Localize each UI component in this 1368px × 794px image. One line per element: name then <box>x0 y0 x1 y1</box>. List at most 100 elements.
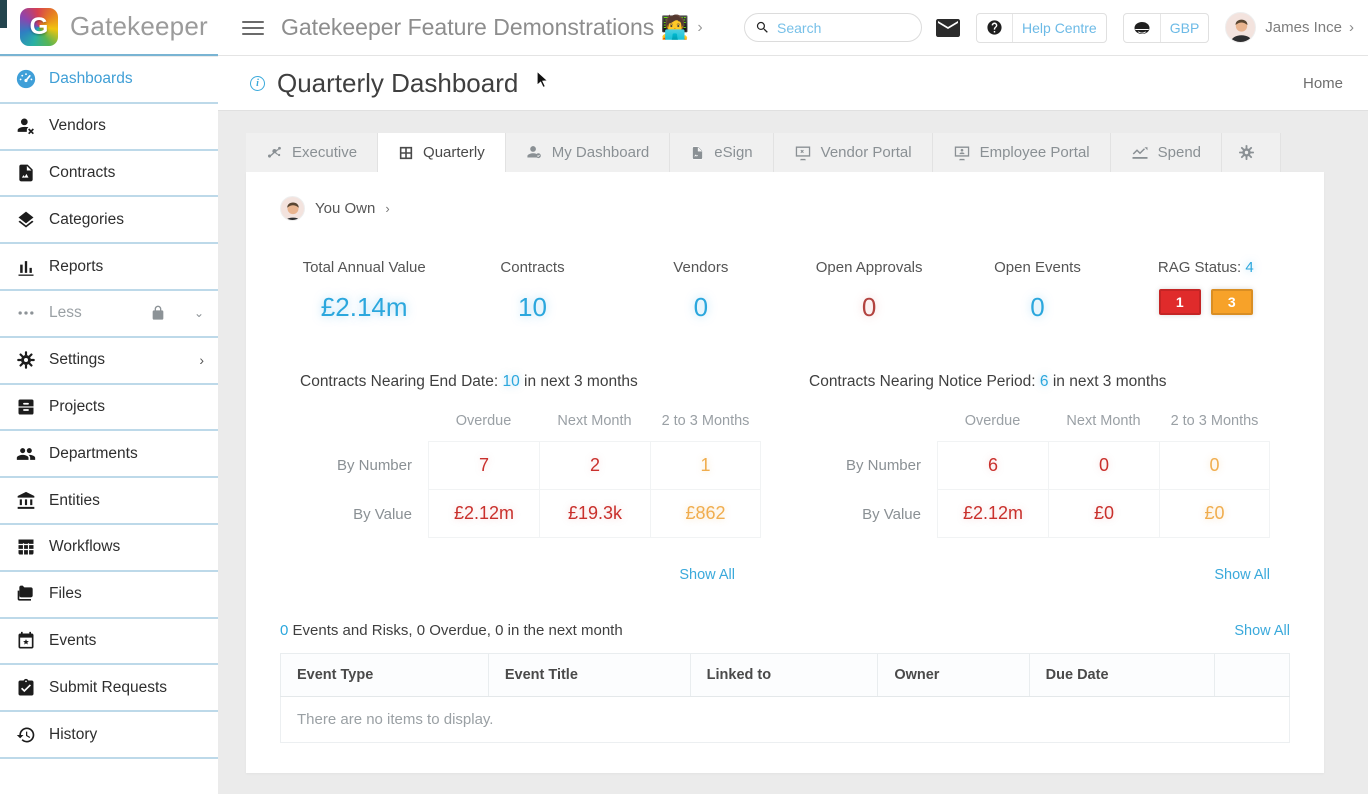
sidebar-item-label: Entities <box>49 491 100 509</box>
stat-vendors[interactable]: Vendors 0 <box>617 259 785 323</box>
mail-icon[interactable] <box>936 18 961 37</box>
section-title: Contracts Nearing Notice Period: 6 in ne… <box>809 373 1167 390</box>
rag-count: 4 <box>1245 259 1254 276</box>
empty-message: There are no items to display. <box>280 696 1290 743</box>
mini-cell[interactable]: 6 <box>937 441 1048 490</box>
tab-label: My Dashboard <box>551 144 650 161</box>
chevron-right-icon[interactable]: › <box>697 18 703 36</box>
dashboard-tabs: Executive Quarterly My Dashboard eSign V… <box>246 133 1324 172</box>
sidebar-item-reports[interactable]: Reports <box>0 244 218 291</box>
section-count[interactable]: 10 <box>502 373 520 390</box>
currency-label[interactable]: GBP <box>1169 19 1200 36</box>
mini-cell[interactable]: 0 <box>1159 441 1270 490</box>
rag-amber-badge[interactable]: 3 <box>1210 289 1253 315</box>
help-icon[interactable] <box>977 14 1012 42</box>
tab-label: Vendor Portal <box>820 144 912 161</box>
drawer-icon <box>18 399 34 415</box>
column-header[interactable]: Due Date <box>1028 653 1216 697</box>
home-link[interactable]: Home <box>1302 74 1343 92</box>
gear-icon <box>1239 145 1254 160</box>
events-count[interactable]: 0 <box>280 622 289 639</box>
help-centre-group[interactable]: Help Centre <box>976 12 1107 43</box>
rag-red-badge[interactable]: 1 <box>1158 289 1201 315</box>
user-name[interactable]: James Ince <box>1265 19 1342 36</box>
stat-rag-status[interactable]: RAG Status: 4 1 3 <box>1122 259 1290 323</box>
sidebar-item-vendors[interactable]: Vendors <box>0 104 218 151</box>
column-header[interactable]: Linked to <box>689 653 879 697</box>
show-all-link[interactable]: Show All <box>1234 622 1290 639</box>
chevron-right-icon[interactable]: › <box>1349 19 1354 36</box>
mini-col-header: Next Month <box>1066 413 1141 429</box>
tab-employee-portal[interactable]: Employee Portal <box>932 133 1111 172</box>
network-icon <box>267 146 281 158</box>
show-all-link[interactable]: Show All <box>1214 567 1270 583</box>
column-header[interactable]: Owner <box>877 653 1030 697</box>
events-table: Event Type Event Title Linked to Owner D… <box>280 653 1290 743</box>
sidebar-item-categories[interactable]: Categories <box>0 197 218 245</box>
tab-executive[interactable]: Executive <box>246 133 379 172</box>
mini-cell[interactable]: 2 <box>539 441 650 490</box>
mini-cell[interactable]: £19.3k <box>539 490 650 538</box>
stat-open-events[interactable]: Open Events 0 <box>953 259 1121 323</box>
mini-cell[interactable]: £862 <box>650 490 761 538</box>
show-all-link[interactable]: Show All <box>679 567 735 583</box>
tab-label: Spend <box>1157 144 1201 161</box>
help-centre-label[interactable]: Help Centre <box>1022 19 1097 36</box>
tab-quarterly[interactable]: Quarterly <box>378 133 506 172</box>
column-header[interactable]: Event Title <box>487 653 691 697</box>
currency-group[interactable]: GBP <box>1122 12 1210 43</box>
search-input[interactable] <box>777 19 908 36</box>
mini-cell[interactable]: 1 <box>650 441 761 490</box>
info-icon[interactable]: i <box>250 75 265 91</box>
sidebar-item-files[interactable]: Files <box>0 572 218 619</box>
sidebar-item-label: Categories <box>49 210 124 228</box>
stat-open-approvals[interactable]: Open Approvals 0 <box>785 259 953 323</box>
mini-cell[interactable]: £0 <box>1048 490 1159 538</box>
sidebar-item-projects[interactable]: Projects <box>0 385 218 432</box>
top-bar: Gatekeeper Gatekeeper Feature Demonstrat… <box>0 0 1368 56</box>
stat-contracts[interactable]: Contracts 10 <box>448 259 616 323</box>
tab-settings-gear[interactable] <box>1222 133 1281 172</box>
mini-cell[interactable]: £2.12m <box>428 490 539 538</box>
tab-esign[interactable]: eSign <box>670 133 774 172</box>
sidebar-item-submit-requests[interactable]: Submit Requests <box>0 665 218 713</box>
brand-logo[interactable]: Gatekeeper <box>0 0 218 56</box>
mini-cell[interactable]: 0 <box>1048 441 1159 490</box>
gatekeeper-logo-icon <box>20 7 58 46</box>
sidebar-item-dashboards[interactable]: Dashboards <box>0 57 218 104</box>
tab-label: Executive <box>292 144 358 161</box>
sidebar-item-less[interactable]: Less ⌄ <box>0 291 218 338</box>
ellipsis-icon <box>18 311 34 316</box>
sidebar-item-events[interactable]: Events <box>0 619 218 666</box>
sidebar-item-departments[interactable]: Departments <box>0 431 218 479</box>
sidebar-item-entities[interactable]: Entities <box>0 478 218 525</box>
column-header <box>1214 653 1290 697</box>
menu-hamburger-icon[interactable] <box>242 17 264 39</box>
stat-total-annual-value[interactable]: Total Annual Value £2.14m <box>280 259 448 323</box>
section-count[interactable]: 6 <box>1039 373 1049 390</box>
sidebar-item-label: Reports <box>49 257 104 275</box>
sidebar-item-contracts[interactable]: Contracts <box>0 151 218 198</box>
mini-table: Overdue Next Month 2 to 3 Months By Numb… <box>809 413 1270 538</box>
sidebar-item-settings[interactable]: Settings › <box>0 338 218 385</box>
sidebar-item-history[interactable]: History <box>0 712 218 759</box>
section-title: Contracts Nearing End Date: 10 in next 3… <box>300 373 638 390</box>
dashboard-panel: You Own › Total Annual Value £2.14m Cont… <box>246 172 1324 773</box>
column-header[interactable]: Event Type <box>280 653 489 697</box>
mini-cell[interactable]: 7 <box>428 441 539 490</box>
sidebar-item-workflows[interactable]: Workflows <box>0 525 218 572</box>
mini-cell[interactable]: £2.12m <box>937 490 1048 538</box>
mini-cell[interactable]: £0 <box>1159 490 1270 538</box>
workspace-title[interactable]: Gatekeeper Feature Demonstrations 🧑‍💻 <box>281 14 690 40</box>
tab-vendor-portal[interactable]: Vendor Portal <box>773 133 933 172</box>
search-box[interactable] <box>744 13 923 42</box>
sidebar-item-label: Workflows <box>49 538 121 556</box>
tab-spend[interactable]: Spend <box>1110 133 1222 172</box>
sidebar-item-label: Projects <box>49 397 105 415</box>
user-avatar[interactable] <box>1225 12 1257 43</box>
owner-filter[interactable]: You Own › <box>280 196 1290 221</box>
tab-my-dashboard[interactable]: My Dashboard <box>505 133 671 172</box>
sidebar-less-label: Less <box>49 304 82 322</box>
chevron-right-icon: › <box>199 352 204 369</box>
globe-icon[interactable] <box>1124 14 1160 42</box>
